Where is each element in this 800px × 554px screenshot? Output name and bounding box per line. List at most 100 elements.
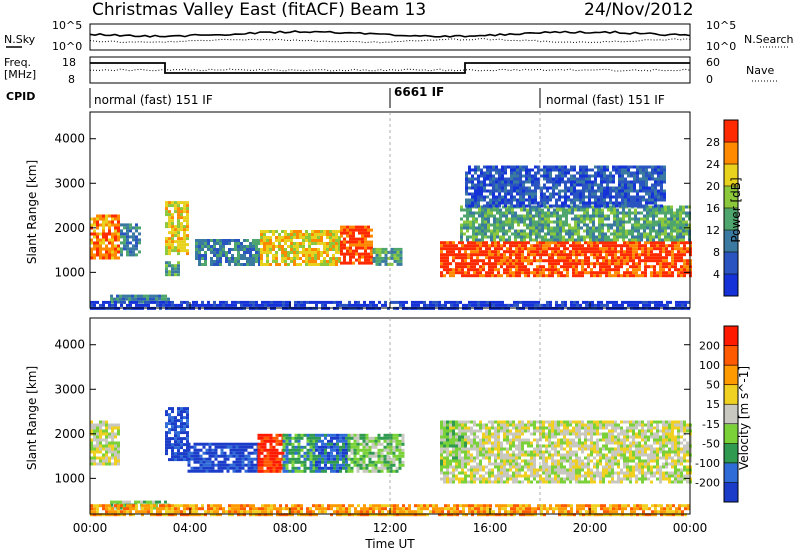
- colorbar-swatch-3: [724, 423, 738, 444]
- nave-series-line: [90, 68, 691, 72]
- data-region-10: [90, 504, 690, 517]
- power-data-layer: [90, 165, 692, 310]
- data-region-5: [315, 433, 348, 473]
- nave-tick-bottom: 0: [706, 73, 713, 86]
- nsearch-series-line: [89, 38, 691, 44]
- colorbar-tick-label-7: -200: [695, 476, 720, 489]
- colorbar-tick-label-3: 15: [706, 398, 720, 411]
- y-tick-label-1: 2000: [54, 221, 85, 235]
- colorbar-tick-label-0: 200: [699, 340, 720, 353]
- colorbar-tick-label-2: 50: [706, 379, 720, 392]
- colorbar-swatch-6: [724, 142, 738, 165]
- x-tick-label-4: 16:00: [473, 521, 508, 535]
- nave-tick-top: 60: [706, 56, 720, 69]
- y-tick-label-3: 4000: [54, 132, 85, 146]
- time-x-axis: 00:00 04:00 08:00 12:00 16:00 20:00 00:00: [73, 302, 708, 535]
- velocity-data-layer: [90, 407, 692, 517]
- power-colorbar: 4 8 12 16 20 24 28: [706, 119, 739, 297]
- y-tick-label-3: 4000: [54, 338, 85, 352]
- cpid-segment-2: normal (fast) 151 IF: [546, 93, 665, 107]
- x-tick-label-3: 12:00: [373, 521, 408, 535]
- power-colorbar-label: Power [dB]: [729, 177, 743, 242]
- colorbar-frame: [723, 325, 739, 503]
- y-tick-label-2: 3000: [54, 176, 85, 190]
- x-tick-label-6: 00:00: [673, 521, 708, 535]
- data-region-9: [460, 205, 691, 242]
- colorbar-tick-label-2: 12: [706, 224, 720, 237]
- nsky-tick-top: 10^5: [52, 19, 82, 32]
- nsky-series-line: [89, 30, 691, 38]
- y-tick-label-0: 1000: [54, 471, 85, 485]
- data-region-8: [440, 241, 692, 278]
- colorbar-swatch-1: [724, 252, 738, 275]
- date-label: 24/Nov/2012: [584, 0, 694, 20]
- nsearch-tick-bottom: 10^0: [706, 40, 736, 53]
- colorbar-swatch-6: [724, 365, 738, 386]
- velocity-panel: 1000 2000 3000 4000 Slant Range [km] 200 100…: [25, 317, 751, 517]
- x-tick-label-1: 04:00: [173, 521, 208, 535]
- freq-tick-top: 18: [62, 56, 76, 69]
- velocity-colorbar: 200 100 50 15 -15 -50 -100 -200: [695, 325, 739, 503]
- colorbar-swatch-7: [724, 345, 738, 366]
- velocity-y-axis: 1000 2000 3000 4000: [54, 318, 690, 514]
- data-region-10: [465, 165, 666, 208]
- colorbar-swatch-1: [724, 462, 738, 483]
- data-region-2: [187, 442, 260, 473]
- freq-strip: Freq. [MHz] 18 8 60 0 Nave: [4, 56, 778, 86]
- nave-label: Nave: [746, 64, 774, 77]
- cpid-segment-1: 6661 IF: [394, 85, 444, 99]
- colorbar-swatch-2: [724, 230, 738, 253]
- colorbar-swatch-4: [724, 404, 738, 425]
- colorbar-swatch-5: [724, 384, 738, 405]
- beam-label: Beam 13: [350, 0, 426, 20]
- cpid-label: CPID: [6, 90, 35, 103]
- colorbar-tick-label-4: 20: [706, 180, 720, 193]
- colorbar-swatch-0: [724, 274, 738, 297]
- y-tick-label-0: 1000: [54, 265, 85, 279]
- colorbar-swatch-0: [724, 482, 738, 503]
- data-region-0: [90, 420, 120, 466]
- data-region-0: [90, 214, 120, 260]
- nsearch-tick-top: 10^5: [706, 19, 736, 32]
- colorbar-tick-label-6: -100: [695, 457, 720, 470]
- data-region-1: [120, 223, 141, 257]
- colorbar-swatch-5: [724, 164, 738, 187]
- y-tick-label-1: 2000: [54, 427, 85, 441]
- nsearch-label: N.Search: [744, 33, 794, 46]
- colorbar-tick-label-6: 28: [706, 136, 720, 149]
- x-tick-label-0: 00:00: [73, 521, 108, 535]
- colorbar-tick-label-5: -50: [702, 437, 720, 450]
- freq-label-line2: [MHz]: [4, 68, 36, 81]
- data-region-2: [165, 201, 189, 256]
- colorbar-swatch-2: [724, 443, 738, 464]
- data-region-6: [340, 225, 373, 265]
- x-axis-label: Time UT: [364, 537, 415, 551]
- cpid-strip: CPID normal (fast) 151 IF 6661 IF normal…: [6, 85, 665, 108]
- data-region-7: [372, 247, 403, 266]
- colorbar-tick-label-4: -15: [702, 418, 720, 431]
- data-region-3: [165, 261, 180, 277]
- nsky-frame: [89, 23, 691, 51]
- velocity-ylabel: Slant Range [km]: [25, 366, 39, 470]
- freq-tick-bottom: 8: [68, 73, 75, 86]
- freq-series-line: [90, 62, 690, 74]
- data-region-4: [195, 239, 261, 266]
- data-region-1: [165, 407, 189, 462]
- y-tick-label-2: 3000: [54, 382, 85, 396]
- data-region-6: [347, 433, 405, 473]
- nsky-tick-bottom: 10^0: [52, 40, 82, 53]
- colorbar-tick-label-0: 4: [713, 268, 720, 281]
- power-panel: 1000 2000 3000 4000 Slant Range [km] 4 8 12 16…: [25, 111, 743, 310]
- data-region-5: [260, 230, 341, 266]
- data-region-11: [110, 294, 170, 304]
- data-region-7: [440, 420, 692, 484]
- cpid-segment-0: normal (fast) 151 IF: [94, 93, 213, 107]
- x-tick-label-5: 20:00: [573, 521, 608, 535]
- plot-title: Christmas Valley East (fitACF): [92, 0, 345, 20]
- freq-label-line1: Freq.: [4, 56, 31, 69]
- nsky-label: N.Sky: [4, 33, 36, 46]
- colorbar-tick-label-5: 24: [706, 158, 720, 171]
- data-region-4: [282, 433, 316, 473]
- nsky-strip: N.Sky 10^5 10^0 10^5 10^0 N.Search: [4, 19, 794, 53]
